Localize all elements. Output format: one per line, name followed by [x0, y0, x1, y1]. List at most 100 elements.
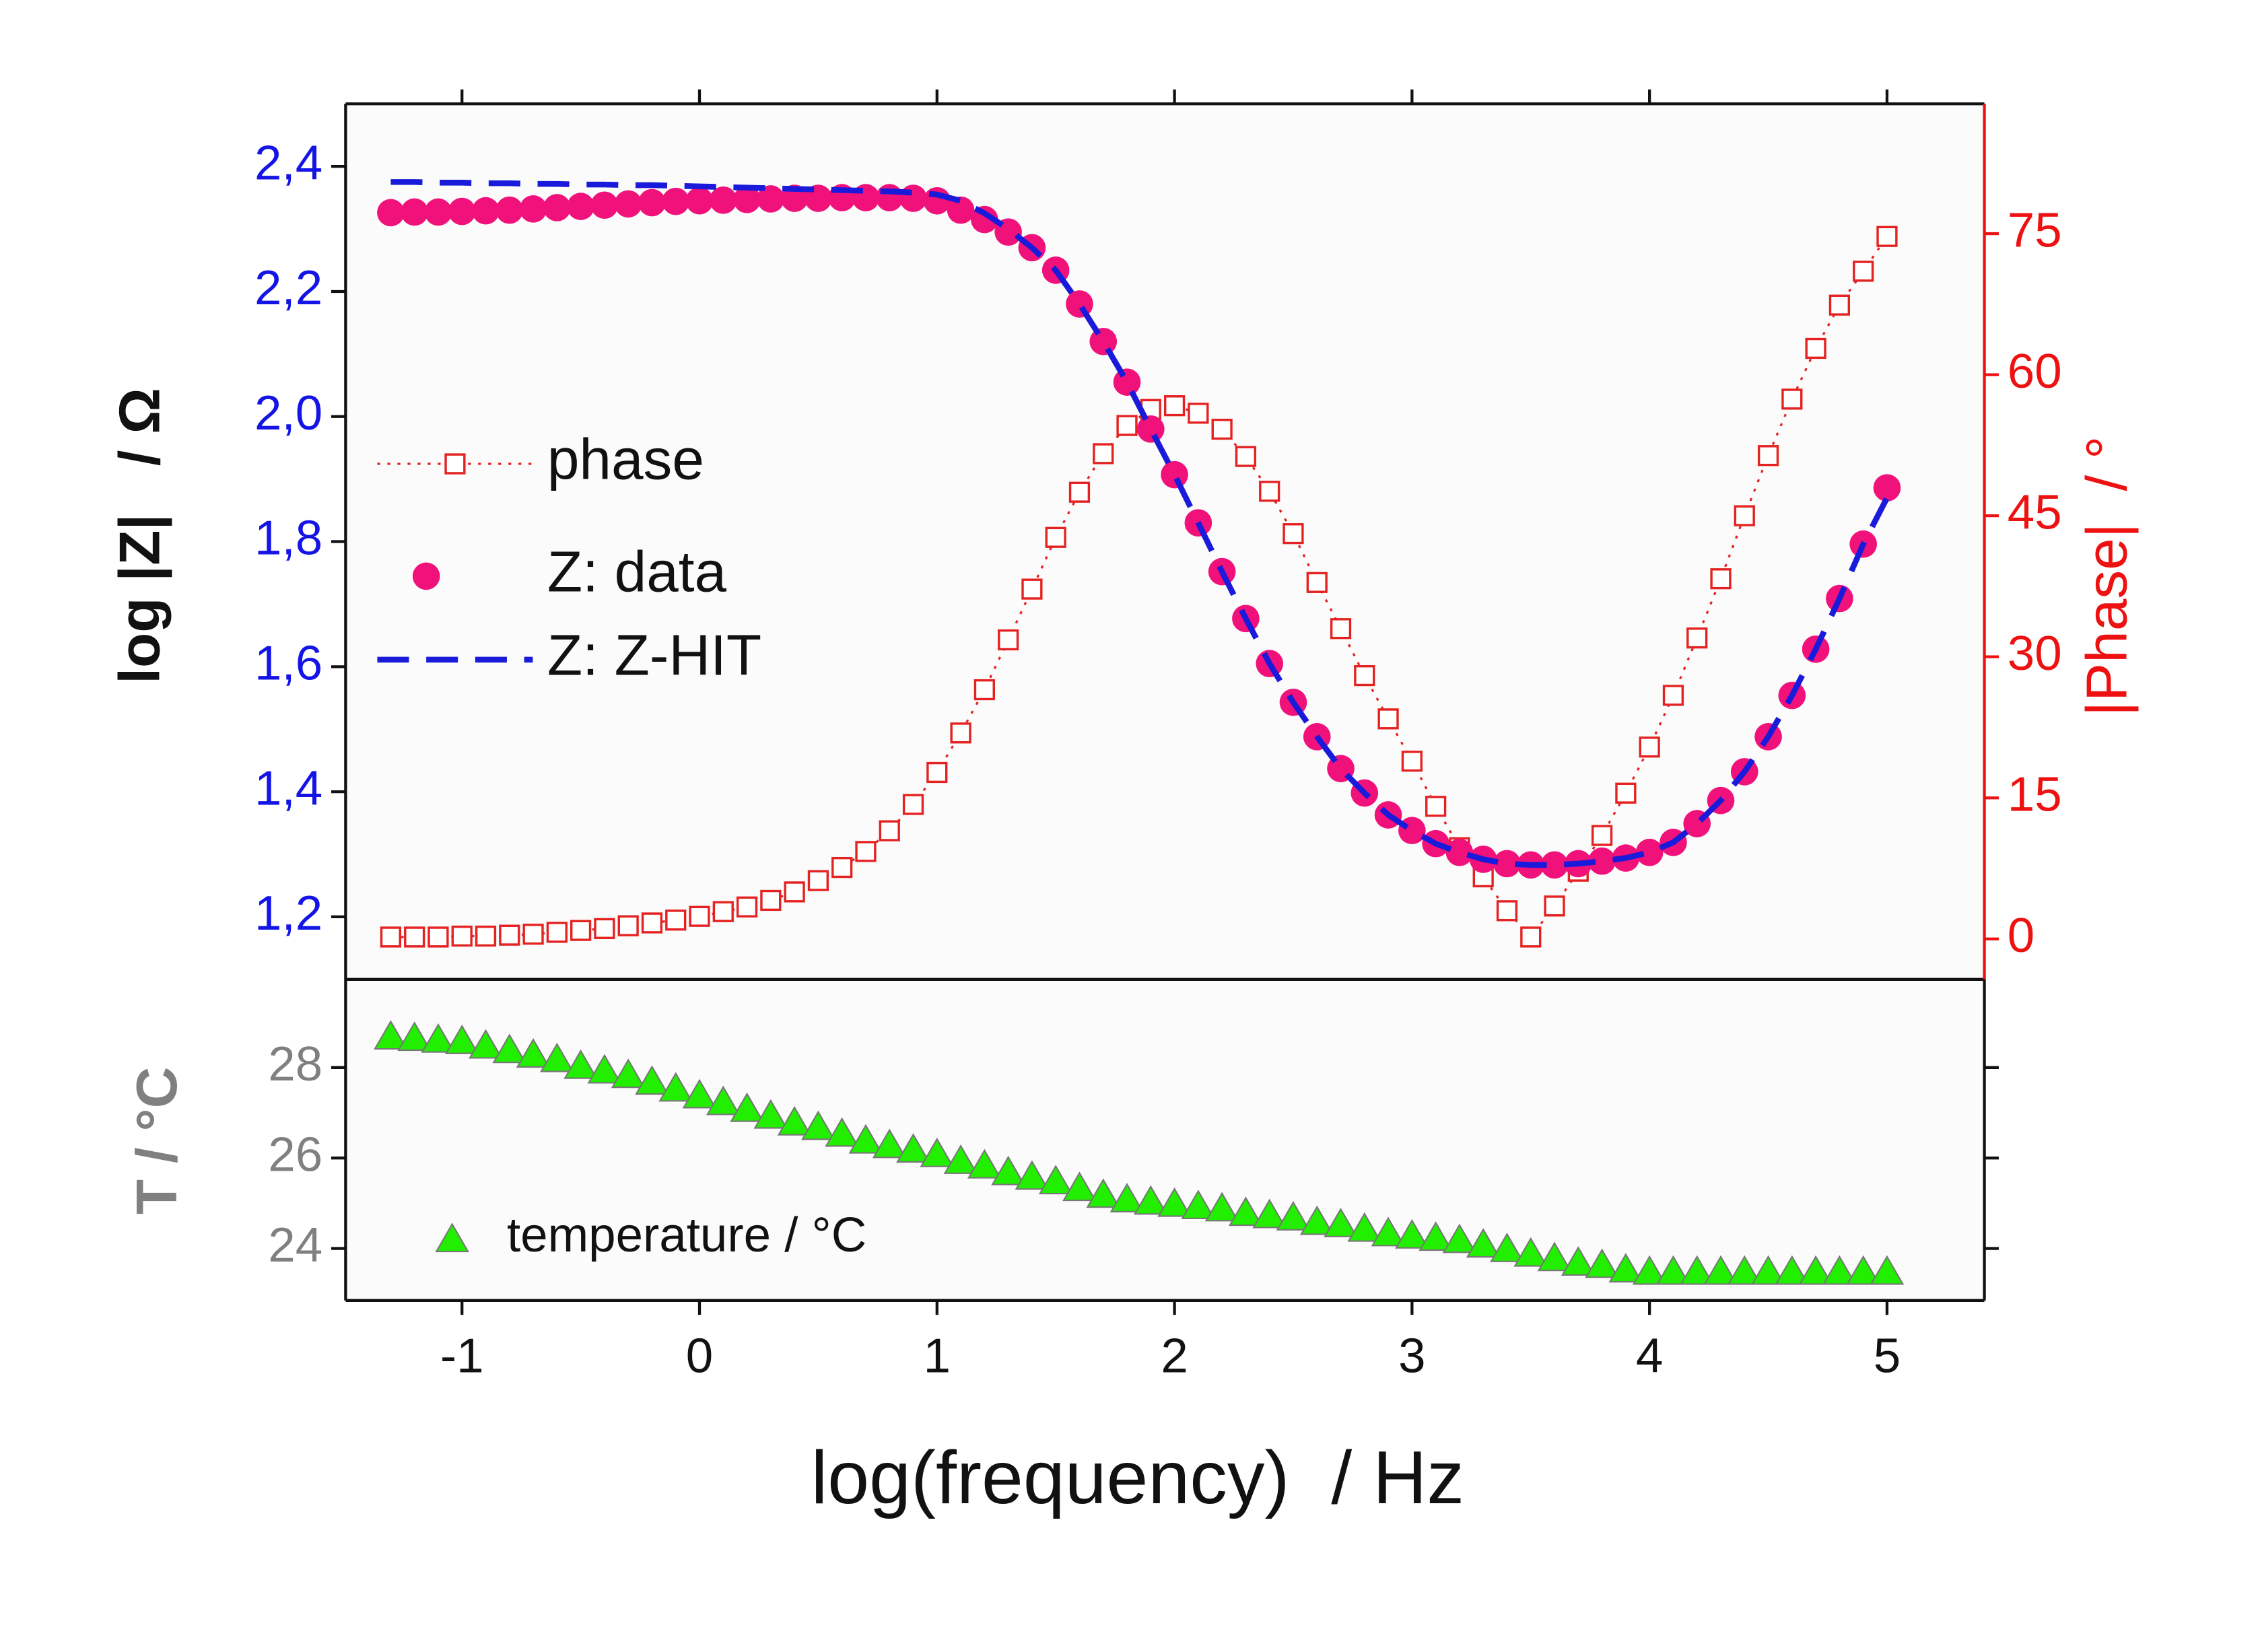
- data-point: [1846, 1255, 1881, 1285]
- data-point: [1540, 851, 1569, 879]
- data-point: [784, 881, 805, 903]
- data-point: [1588, 847, 1616, 875]
- data-point: [444, 1024, 479, 1054]
- data-point: [492, 1033, 527, 1064]
- data-point: [1513, 1237, 1548, 1267]
- data-point: [733, 186, 761, 213]
- data-point: [539, 1042, 574, 1072]
- data-point: [1136, 415, 1165, 443]
- data-point: [1324, 1208, 1358, 1237]
- data-point: [1775, 1255, 1810, 1285]
- data-point: [1394, 1218, 1429, 1249]
- data-point: [760, 889, 782, 911]
- data-point: [730, 1092, 764, 1122]
- data-point: [1686, 627, 1708, 649]
- data-point: [587, 1054, 622, 1084]
- y-tick-label: 1,4: [254, 761, 322, 815]
- data-point: [1109, 1183, 1144, 1212]
- data-point: [374, 1020, 408, 1050]
- data-point: [472, 197, 500, 225]
- data-point: [825, 1117, 860, 1147]
- data-point: [1635, 838, 1664, 866]
- data-point: [1157, 1187, 1192, 1217]
- data-point: [469, 1029, 503, 1059]
- data-point: [594, 918, 615, 939]
- data-point: [777, 1105, 812, 1136]
- data-point: [923, 186, 951, 215]
- data-point: [1822, 1255, 1857, 1285]
- y2-tick-label: 75: [2008, 203, 2062, 257]
- data-point: [1632, 1255, 1667, 1285]
- data-point: [1544, 895, 1565, 917]
- data-point: [1757, 445, 1779, 467]
- y2-tick-label: 15: [2008, 767, 2062, 821]
- data-point: [950, 722, 971, 744]
- data-point: [991, 1155, 1026, 1185]
- data-point: [1445, 838, 1474, 866]
- y-tick-label: 1,6: [254, 636, 322, 691]
- data-point: [706, 1085, 741, 1115]
- data-point: [401, 198, 428, 226]
- data-point: [1496, 900, 1518, 922]
- data-point: [1204, 1192, 1239, 1222]
- data-point: [831, 856, 853, 879]
- legend-label: temperature / °C: [507, 1208, 866, 1262]
- data-point: [495, 196, 524, 224]
- data-point: [1662, 685, 1684, 706]
- data-point: [1306, 572, 1328, 593]
- data-point: [617, 915, 639, 936]
- data-point: [736, 896, 758, 918]
- data-point: [590, 191, 619, 219]
- data-point: [899, 184, 927, 212]
- legend-marker: [412, 562, 440, 590]
- legend-marker: [444, 453, 466, 475]
- data-point: [635, 1065, 669, 1095]
- x-tick-label: 2: [1161, 1329, 1188, 1383]
- data-point: [1377, 708, 1399, 730]
- data-point: [947, 196, 975, 224]
- data-point: [522, 924, 544, 945]
- data-point: [1873, 474, 1901, 502]
- data-point: [1751, 1255, 1785, 1285]
- data-point: [685, 186, 714, 215]
- data-point: [920, 1137, 955, 1167]
- data-point: [1068, 481, 1091, 503]
- data-point: [1727, 1255, 1762, 1285]
- y-tick-label: 28: [268, 1037, 322, 1091]
- data-point: [1038, 1165, 1073, 1195]
- data-point: [1181, 1190, 1216, 1220]
- y-tick-label: 2,4: [254, 135, 322, 190]
- data-point: [753, 1099, 788, 1129]
- data-point: [1828, 294, 1851, 316]
- data-point: [682, 1078, 717, 1109]
- data-point: [1163, 395, 1186, 417]
- x-tick-label: -1: [440, 1329, 484, 1383]
- data-point: [1116, 415, 1138, 436]
- x-tick-label: 0: [686, 1329, 713, 1383]
- data-point: [1330, 618, 1352, 640]
- data-point: [1066, 290, 1093, 318]
- data-point: [1853, 261, 1874, 282]
- data-point: [1211, 418, 1233, 440]
- data-point: [380, 926, 402, 948]
- y-tick-label: 2,2: [254, 261, 322, 315]
- data-point: [614, 190, 642, 218]
- data-point: [1710, 568, 1732, 590]
- y-axis-title: T / °C: [125, 1067, 189, 1215]
- data-point: [1133, 1185, 1168, 1215]
- data-point: [519, 195, 547, 223]
- data-point: [1734, 505, 1755, 526]
- data-point: [801, 1110, 835, 1140]
- data-point: [872, 1128, 907, 1159]
- data-point: [1680, 1255, 1715, 1285]
- y-tick-label: 1,2: [254, 886, 322, 940]
- y2-axis-title: |Phase| / °: [2075, 436, 2139, 716]
- data-point: [1188, 403, 1209, 424]
- data-point: [611, 1058, 646, 1089]
- y-axis-title: log |Z| / Ω: [108, 388, 172, 684]
- x-tick-label: 1: [924, 1329, 951, 1383]
- data-point: [570, 920, 592, 941]
- y-tick-label: 24: [268, 1218, 322, 1272]
- data-point: [1235, 446, 1257, 467]
- data-point: [1113, 368, 1141, 396]
